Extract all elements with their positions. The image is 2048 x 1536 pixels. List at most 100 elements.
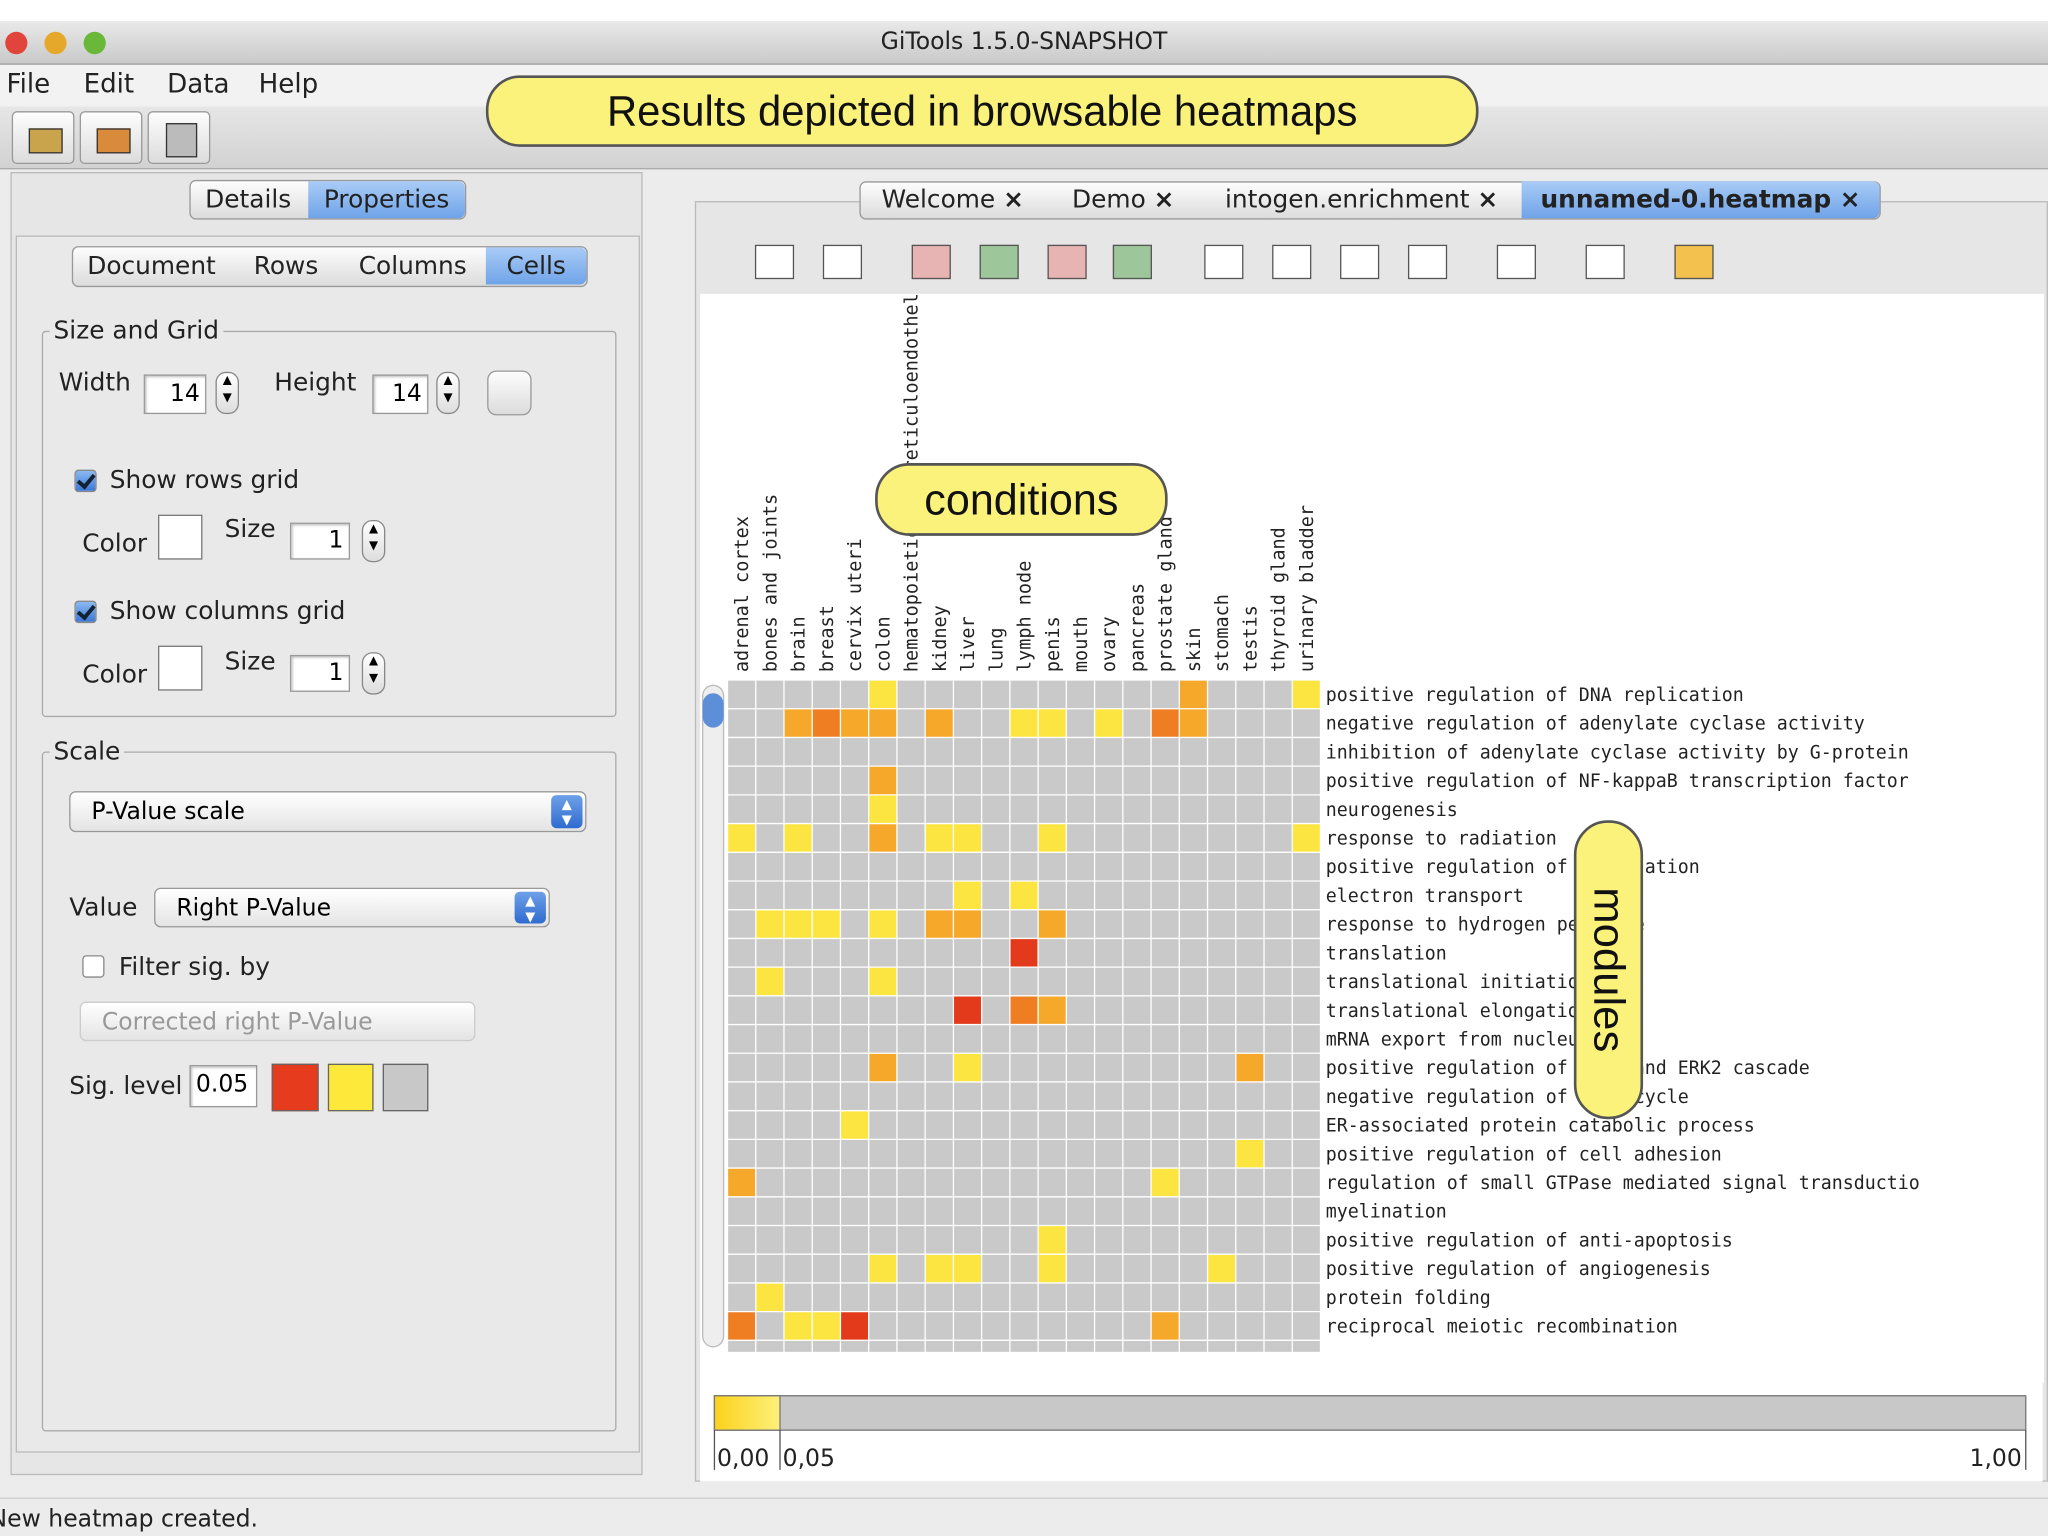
spinner[interactable]: ▲ ▼: [215, 371, 240, 415]
label: Sig. level: [69, 1071, 183, 1101]
toolbar-icon[interactable]: [1272, 244, 1312, 280]
heatmap-cell: [1009, 880, 1039, 910]
scale-dropdown[interactable]: P-Value scale ▲ ▼: [69, 791, 587, 833]
tab[interactable]: Rows: [253, 251, 319, 281]
spinner[interactable]: ▲ ▼: [436, 371, 460, 415]
callout: Results depicted in browsable heatmaps: [485, 75, 1479, 147]
checkbox[interactable]: [74, 469, 97, 493]
toolbar-icon[interactable]: [1496, 244, 1536, 280]
doc-tab-selected[interactable]: unnamed-0.heatmap ×: [1521, 181, 1880, 219]
toolbar-icon[interactable]: [1047, 244, 1087, 280]
column-label: cervix uteri: [845, 538, 866, 672]
heatmap-cell: [953, 1254, 982, 1283]
width-input[interactable]: 14: [143, 374, 207, 415]
menu-item[interactable]: Help: [258, 67, 319, 100]
heatmap-cell: [953, 995, 982, 1025]
tab[interactable]: Details: [205, 185, 292, 215]
toolbar-icon[interactable]: [979, 244, 1019, 280]
toolbar-icon[interactable]: [1585, 244, 1625, 280]
toolbar-icon[interactable]: [1204, 244, 1244, 280]
menu-item[interactable]: Data: [167, 67, 230, 100]
size-input[interactable]: 1: [289, 654, 351, 692]
heatmap-cell: [925, 1254, 954, 1283]
minimize-button[interactable]: [44, 31, 67, 55]
label: Value: [69, 893, 138, 923]
color-swatch[interactable]: [271, 1063, 319, 1112]
size-input[interactable]: 1: [289, 522, 351, 560]
row-label: positive regulation of cell adhesion: [1326, 1144, 1722, 1165]
color-swatch[interactable]: [158, 514, 203, 560]
color-swatch[interactable]: [382, 1063, 429, 1112]
toolbar-icon[interactable]: [911, 244, 951, 280]
column-label: testis: [1241, 605, 1262, 672]
scroll-thumb[interactable]: [702, 693, 724, 728]
group-box: [41, 330, 617, 718]
open-recent-button[interactable]: [79, 111, 143, 165]
group-title: Scale: [49, 736, 125, 767]
menu-item[interactable]: File: [6, 67, 51, 100]
heatmap-cell: [1038, 708, 1067, 738]
heatmap: adrenal cortex bones and joints brain breas…: [700, 293, 2045, 1383]
row-label: ER-associated protein catabolic process: [1326, 1116, 1755, 1137]
heatmap-cell: [1009, 995, 1039, 1025]
color-swatch[interactable]: [158, 645, 203, 691]
heatmap-cell: [783, 823, 813, 853]
menu-item[interactable]: Edit: [83, 67, 135, 100]
spinner[interactable]: ▲ ▼: [361, 519, 386, 563]
top-margin: [0, 0, 2048, 22]
heatmap-cell: [812, 909, 841, 939]
heatmap-cell: [868, 1053, 897, 1082]
status-bar: [0, 1497, 2048, 1536]
link-button[interactable]: [487, 370, 532, 416]
heatmap-cell: [868, 766, 897, 795]
tab[interactable]: Document: [87, 251, 216, 281]
toolbar-icon[interactable]: [754, 244, 795, 280]
scrollbar[interactable]: [702, 684, 725, 1348]
row-label: regulation of small GTPase mediated sign…: [1326, 1173, 1920, 1194]
toolbar-icon[interactable]: [1407, 244, 1448, 280]
doc-tab[interactable]: Welcome ×: [881, 185, 1024, 215]
row-label: translational elongation: [1326, 1001, 1590, 1022]
save-button[interactable]: [147, 111, 211, 165]
label: Color: [82, 529, 148, 559]
properties-box: [15, 235, 640, 1453]
heatmap-cell: [953, 909, 982, 939]
heatmap-cell: [812, 1311, 841, 1341]
tab-selected[interactable]: Cells: [485, 247, 587, 285]
heatmap-cell: [840, 708, 869, 738]
checkbox[interactable]: [74, 600, 97, 624]
doc-tab[interactable]: Demo ×: [1072, 185, 1175, 215]
label: Size: [224, 646, 276, 677]
tab-selected[interactable]: Properties: [308, 181, 465, 219]
dropdown-text: Right P-Value: [176, 894, 332, 923]
row-label: inhibition of adenylate cyclase activity…: [1326, 742, 1909, 763]
close-button[interactable]: [5, 31, 28, 55]
doc-tab[interactable]: intogen.enrichment ×: [1224, 185, 1499, 215]
spinner[interactable]: ▲ ▼: [361, 652, 386, 695]
column-label: lymph node: [1015, 561, 1036, 672]
heatmap-cell: [1179, 708, 1208, 738]
height-input[interactable]: 14: [372, 374, 429, 415]
column-label: brain: [789, 616, 810, 672]
checkbox[interactable]: [82, 955, 105, 978]
label: Show rows grid: [109, 465, 300, 495]
color-swatch[interactable]: [327, 1063, 374, 1112]
value-dropdown[interactable]: Right P-Value ▲ ▼: [154, 887, 550, 928]
heatmap-cell: [1235, 1139, 1265, 1169]
column-label: urinary bladder: [1297, 505, 1318, 672]
zoom-button[interactable]: [83, 31, 106, 55]
toolbar-icon[interactable]: [1340, 244, 1380, 280]
heatmap-cell: [783, 909, 813, 939]
open-button[interactable]: [11, 111, 75, 165]
sig-level-input[interactable]: 0.05: [189, 1065, 258, 1108]
scale-bar: [713, 1395, 2027, 1431]
heatmap-cell: [1009, 938, 1039, 968]
toolbar-icon[interactable]: [822, 244, 863, 280]
heatmap-cell: [1038, 1225, 1067, 1255]
toolbar-icon[interactable]: [1112, 244, 1152, 280]
heatmap-cell: [953, 880, 982, 910]
toolbar-icon[interactable]: [1674, 244, 1714, 280]
column-label: bones and joints: [760, 494, 781, 672]
tab[interactable]: Columns: [358, 251, 467, 281]
